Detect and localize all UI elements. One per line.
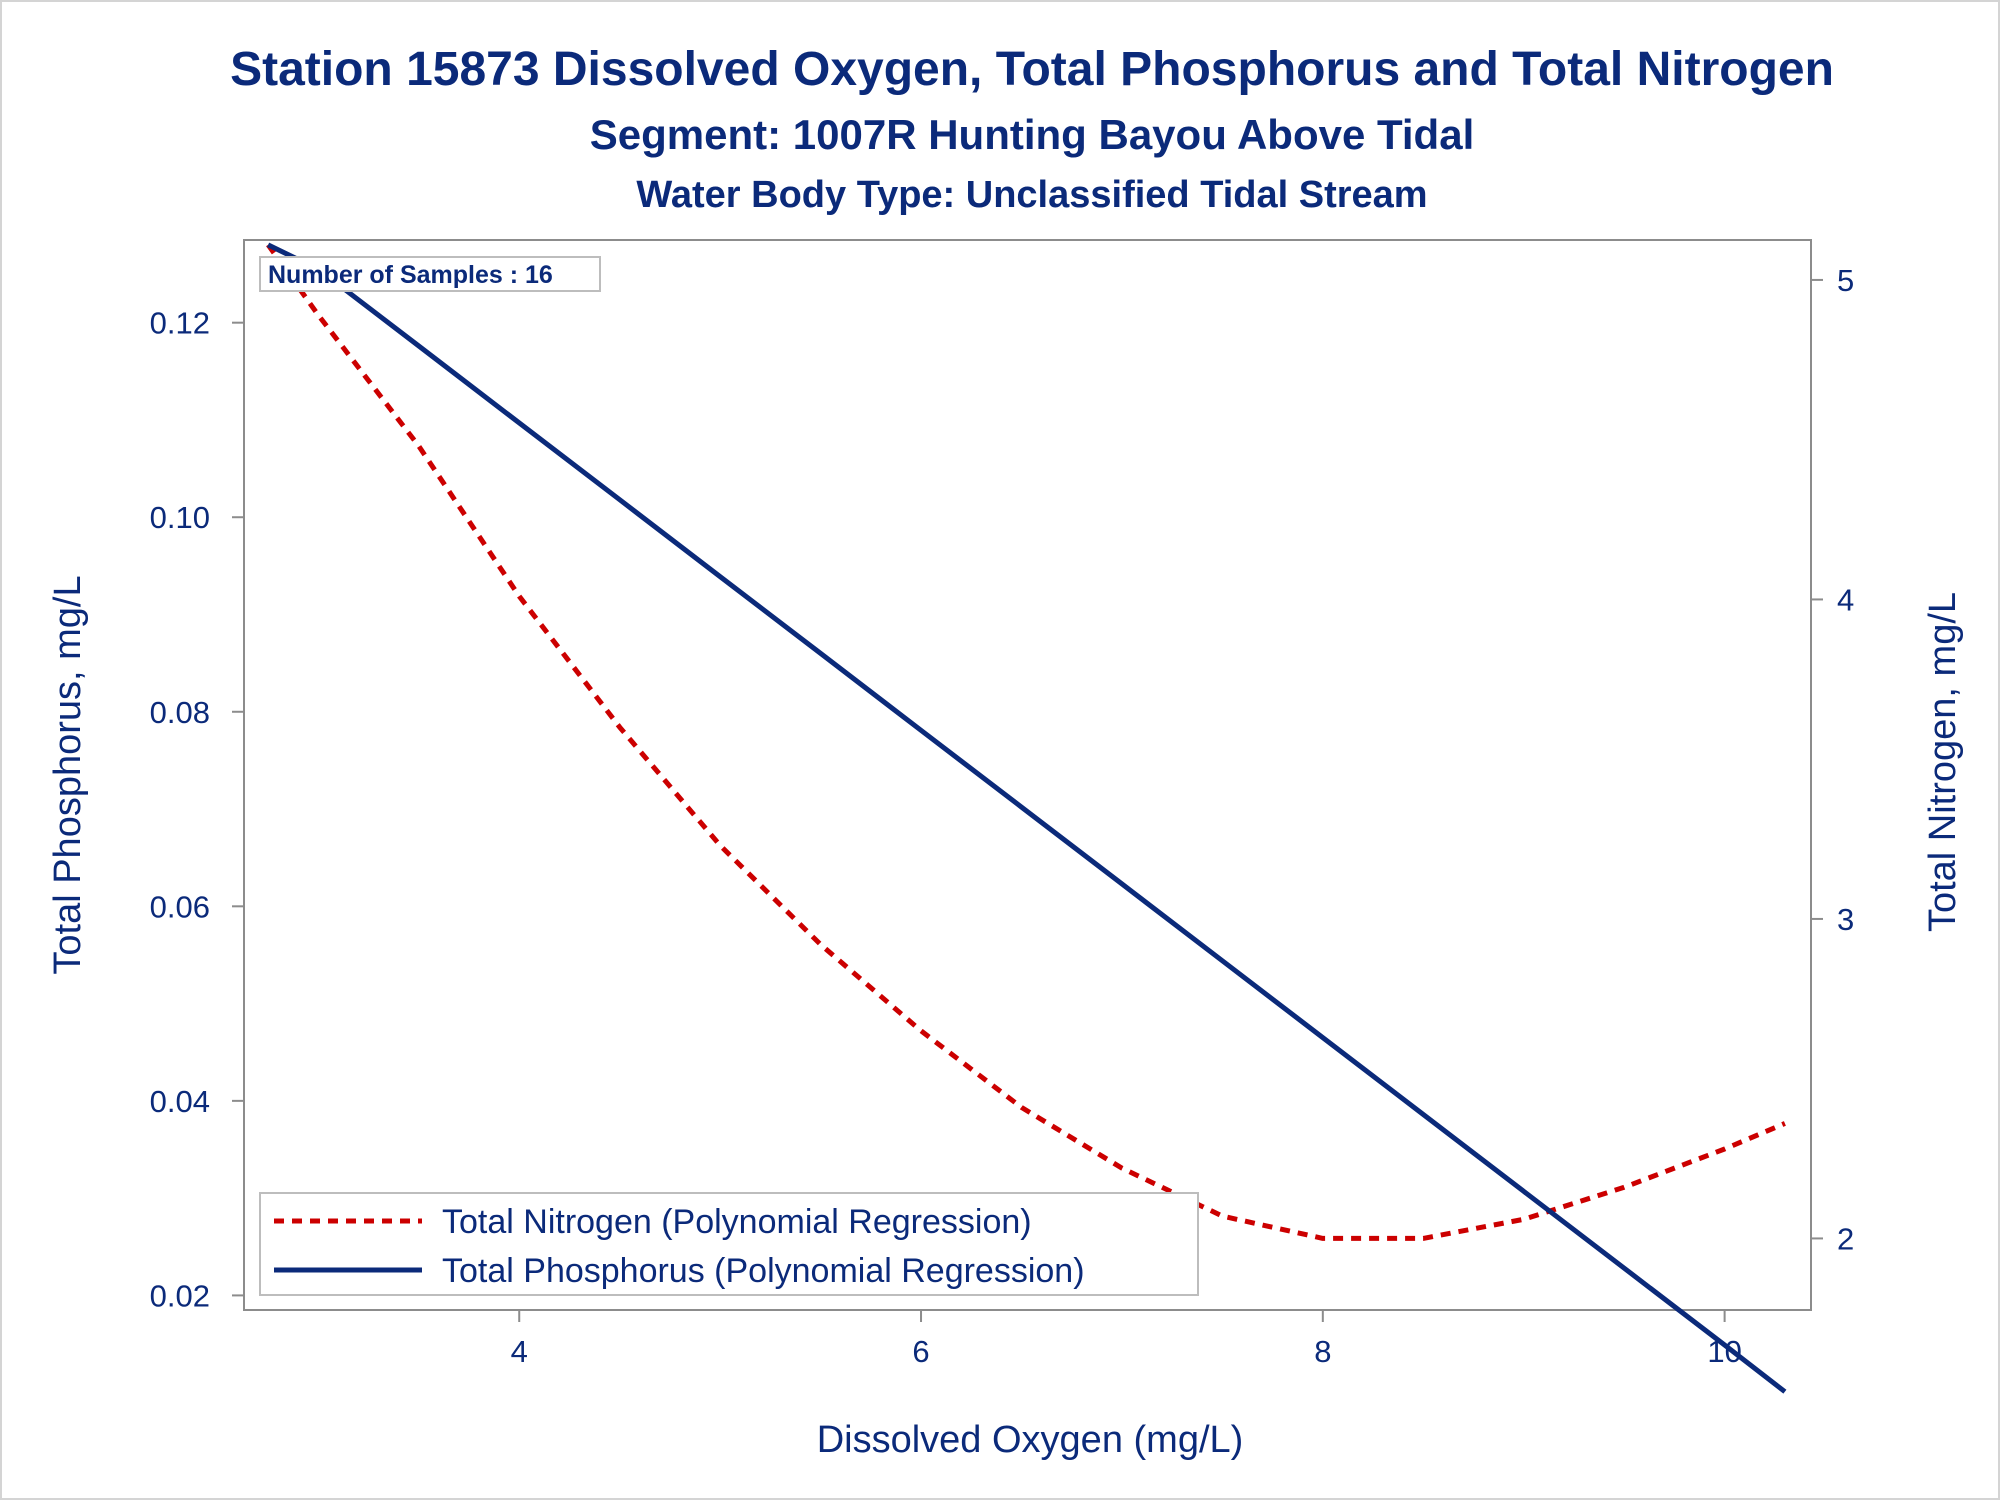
y-tick-label: 0.10 [150,500,210,535]
y-axis-label: Total Phosphorus, mg/L [47,575,89,974]
series-layer [266,242,1787,1394]
legend: Total Nitrogen (Polynomial Regression) T… [259,1192,1199,1296]
x-tick-label: 8 [1314,1334,1331,1369]
x-tick-label: 4 [511,1334,528,1369]
y-tick-label: 0.02 [150,1278,210,1313]
sample-count-label: Number of Samples : 16 [268,261,553,289]
y2-tick-label: 5 [1837,263,1854,298]
sample-count-box: Number of Samples : 16 [259,256,601,292]
y2-tick-label: 4 [1837,582,1854,617]
x-tick-label: 6 [912,1334,929,1369]
y-axis-right: 2 3 4 5 [1811,263,1854,1256]
chart-subtitle-2: Water Body Type: Unclassified Tidal Stre… [636,174,1427,216]
plot-area [243,239,1812,1311]
y-axis-left: 0.02 0.04 0.06 0.08 0.10 0.12 [150,306,244,1313]
x-axis: 4 6 8 10 [511,1310,1742,1369]
y-tick-label: 0.08 [150,695,210,730]
x-axis-label: Dissolved Oxygen (mg/L) [817,1419,1244,1461]
y-tick-label: 0.04 [150,1084,210,1119]
y2-tick-label: 3 [1837,902,1854,937]
y2-axis-label: Total Nitrogen, mg/L [1922,592,1964,932]
y-tick-label: 0.06 [150,889,210,924]
series-line-total-phosphorus [267,242,1787,1394]
legend-label-nitrogen: Total Nitrogen (Polynomial Regression) [442,1203,1032,1241]
chart-title: Station 15873 Dissolved Oxygen, Total Ph… [230,43,1834,96]
legend-label-phosphorus: Total Phosphorus (Polynomial Regression) [442,1252,1085,1290]
y-tick-label: 0.12 [150,306,210,341]
y2-tick-label: 2 [1837,1221,1854,1256]
series-line-total-nitrogen [266,243,1786,1241]
chart-subtitle: Segment: 1007R Hunting Bayou Above Tidal [590,111,1474,158]
